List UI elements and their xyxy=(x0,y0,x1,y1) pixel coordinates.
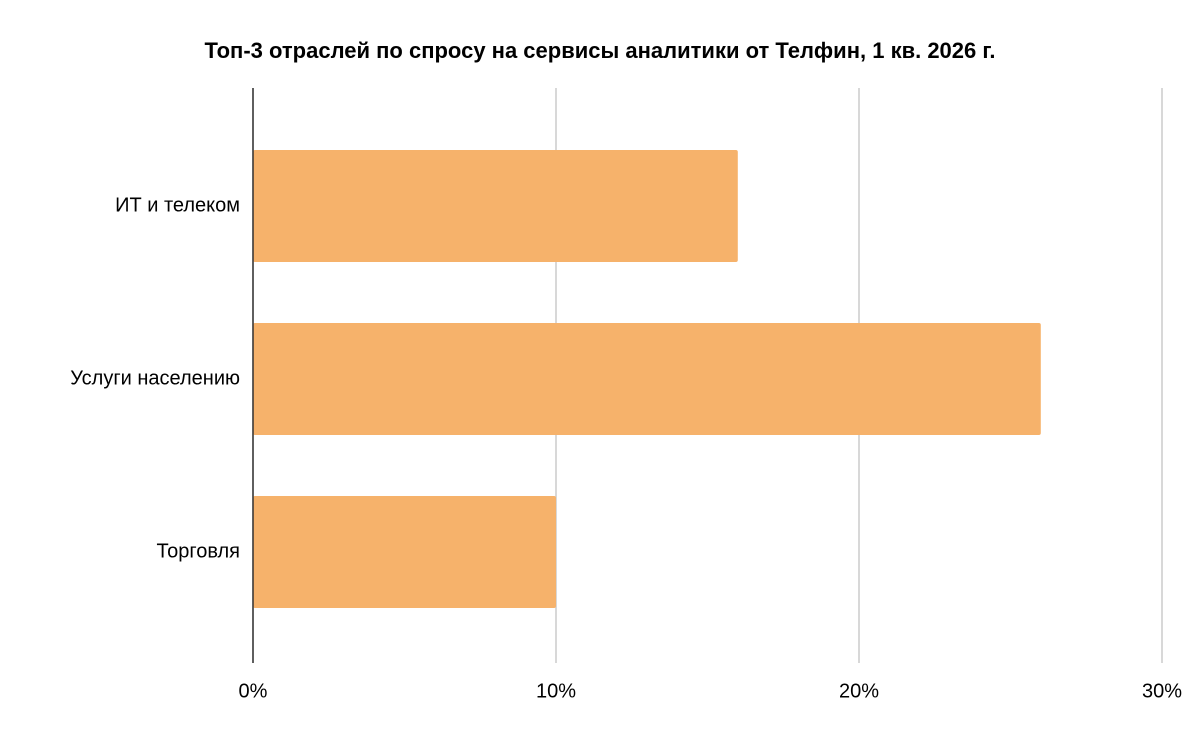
x-tick-label: 20% xyxy=(839,680,879,702)
chart-title: Топ-3 отраслей по спросу на сервисы анал… xyxy=(205,38,996,63)
bar xyxy=(253,323,1041,435)
x-tick-label: 30% xyxy=(1142,680,1182,702)
x-tick-label: 10% xyxy=(536,680,576,702)
y-tick-label: Торговля xyxy=(156,540,240,562)
bar xyxy=(253,496,556,608)
x-tick-label: 0% xyxy=(239,680,268,702)
y-tick-label: ИТ и телеком xyxy=(115,194,240,216)
y-tick-label: Услуги населению xyxy=(70,367,240,389)
bar xyxy=(253,150,738,262)
